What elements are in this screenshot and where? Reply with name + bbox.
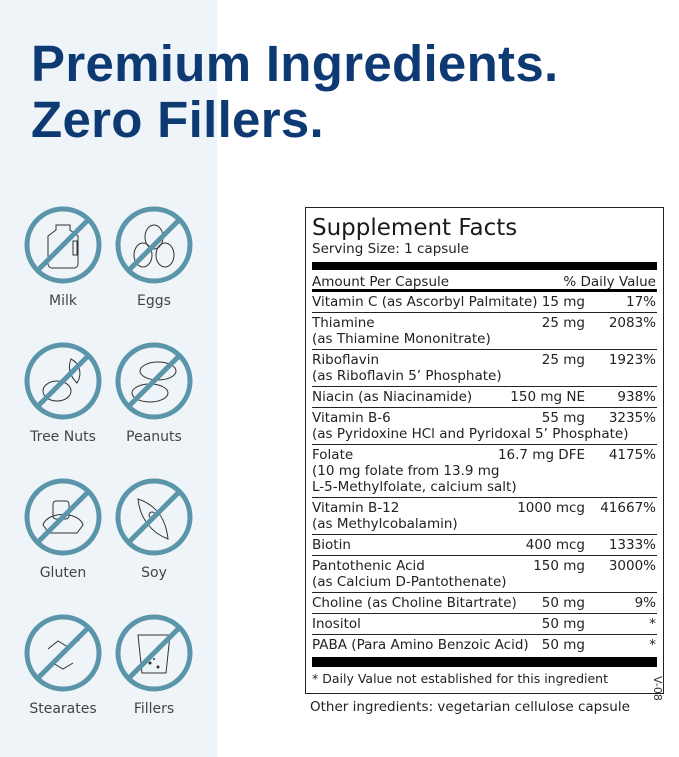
facts-row: Folate (10 mg folate from 13.9 mg L-5-Meth…	[312, 444, 657, 497]
facts-row: Vitamin B-6 (as Pyridoxine HCl and Pyrido…	[312, 407, 657, 444]
facts-row: Pantothenic Acid (as Calcium D-Pantothena…	[312, 555, 657, 592]
supplement-facts-panel: Supplement Facts Serving Size: 1 capsule…	[305, 207, 664, 694]
ingredient-name: Riboflavin	[312, 352, 380, 368]
tree-nuts-icon	[23, 341, 103, 421]
amount-per-capsule-label: Amount Per Capsule	[312, 274, 450, 290]
facts-rows: Vitamin C (as Ascorbyl Palmitate) 15 mg 17…	[312, 292, 657, 655]
eggs-icon	[114, 205, 194, 285]
soybean-icon	[114, 477, 194, 557]
ingredient-amount: 1000 mcg	[515, 500, 585, 516]
free-from-label: Fillers	[133, 701, 175, 717]
free-from-label: Gluten	[39, 565, 87, 581]
ingredient-amount: 15 mg	[539, 294, 585, 310]
ingredient-amount: 50 mg	[539, 595, 585, 611]
ingredient-name: Folate	[312, 447, 354, 463]
ingredient-daily-value: *	[649, 616, 656, 632]
ingredient-amount: 16.7 mg DFE	[495, 447, 585, 463]
ingredient-name: Niacin (as Niacinamide)	[312, 389, 473, 405]
ingredient-amount: 150 mg NE	[508, 389, 585, 405]
free-from-label: Milk	[49, 293, 77, 309]
facts-row: Biotin 400 mcg 1333%	[312, 534, 657, 555]
version-code: V-08	[651, 676, 664, 701]
ingredient-daily-value: 17%	[625, 294, 656, 310]
ingredient-daily-value: 938%	[617, 389, 656, 405]
ingredient-name: Vitamin B-6	[312, 410, 391, 426]
ingredient-daily-value: *	[649, 637, 656, 653]
ingredient-name: Thiamine	[312, 315, 375, 331]
divider-thick	[312, 262, 657, 270]
ingredient-daily-value: 3000%	[608, 558, 656, 574]
ingredient-name: (as Calcium D-Pantothenate)	[312, 574, 507, 590]
facts-row: Thiamine (as Thiamine Mononitrate) 25 mg 20…	[312, 312, 657, 349]
facts-header: Amount Per Capsule % Daily Value	[312, 270, 657, 292]
ingredient-name: (as Thiamine Mononitrate)	[312, 331, 491, 347]
ingredient-name: Biotin	[312, 537, 351, 553]
ingredient-name: Choline (as Choline Bitartrate)	[312, 595, 517, 611]
ingredient-daily-value: 9%	[634, 595, 656, 611]
stearates-molecule-icon	[23, 613, 103, 693]
ingredient-name: Pantothenic Acid	[312, 558, 425, 574]
facts-row: Choline (as Choline Bitartrate) 50 mg 9%	[312, 592, 657, 613]
other-ingredients: Other ingredients: vegetarian cellulose …	[310, 699, 630, 715]
gluten-bread-icon	[23, 477, 103, 557]
ingredient-name: PABA (Para Amino Benzoic Acid)	[312, 637, 529, 653]
ingredient-name: (10 mg folate from 13.9 mg	[312, 463, 500, 479]
ingredient-amount: 25 mg	[539, 352, 585, 368]
fillers-cup-icon	[114, 613, 194, 693]
facts-row: Vitamin C (as Ascorbyl Palmitate) 15 mg 17…	[312, 292, 657, 312]
ingredient-daily-value: 41667%	[600, 500, 656, 516]
ingredient-daily-value: 4175%	[608, 447, 656, 463]
free-from-label: Soy	[141, 565, 167, 581]
daily-value-label: % Daily Value	[563, 274, 656, 290]
ingredient-amount: 400 mcg	[523, 537, 585, 553]
ingredient-amount: 25 mg	[539, 315, 585, 331]
free-from-label: Stearates	[29, 701, 97, 717]
ingredient-name: Vitamin C (as Ascorbyl Palmitate)	[312, 294, 538, 310]
facts-title: Supplement Facts	[312, 215, 518, 241]
ingredient-amount: 50 mg	[539, 616, 585, 632]
facts-row: Riboflavin (as Riboflavin 5’ Phosphate) 25…	[312, 349, 657, 386]
footnote: * Daily Value not established for this i…	[312, 671, 608, 686]
ingredient-daily-value: 3235%	[608, 410, 656, 426]
ingredient-amount: 55 mg	[539, 410, 585, 426]
serving-size: Serving Size: 1 capsule	[312, 241, 469, 257]
facts-row: Niacin (as Niacinamide) 150 mg NE 938%	[312, 386, 657, 407]
divider-thick	[312, 657, 657, 667]
ingredient-amount: 150 mg	[531, 558, 585, 574]
free-from-label: Eggs	[137, 293, 171, 309]
milk-jug-icon	[23, 205, 103, 285]
ingredient-daily-value: 1923%	[608, 352, 656, 368]
facts-row: PABA (Para Amino Benzoic Acid) 50 mg *	[312, 634, 657, 655]
ingredient-daily-value: 1333%	[608, 537, 656, 553]
ingredient-name: Inositol	[312, 616, 361, 632]
peanuts-icon	[114, 341, 194, 421]
free-from-label: Tree Nuts	[30, 429, 96, 445]
headline: Premium Ingredients. Zero Fillers.	[31, 36, 558, 148]
free-from-label: Peanuts	[126, 429, 182, 445]
headline-line-1: Premium Ingredients.	[31, 35, 559, 92]
headline-line-2: Zero Fillers.	[31, 91, 324, 148]
ingredient-name: (as Pyridoxine HCl and Pyridoxal 5’ Phos…	[312, 426, 629, 442]
ingredient-daily-value: 2083%	[608, 315, 656, 331]
ingredient-name: L-5-Methylfolate, calcium salt)	[312, 479, 517, 495]
ingredient-name: (as Riboflavin 5’ Phosphate)	[312, 368, 502, 384]
ingredient-amount: 50 mg	[539, 637, 585, 653]
ingredient-name: Vitamin B-12	[312, 500, 400, 516]
facts-row: Inositol 50 mg *	[312, 613, 657, 634]
ingredient-name: (as Methylcobalamin)	[312, 516, 458, 532]
facts-row: Vitamin B-12 (as Methylcobalamin) 1000 mcg…	[312, 497, 657, 534]
